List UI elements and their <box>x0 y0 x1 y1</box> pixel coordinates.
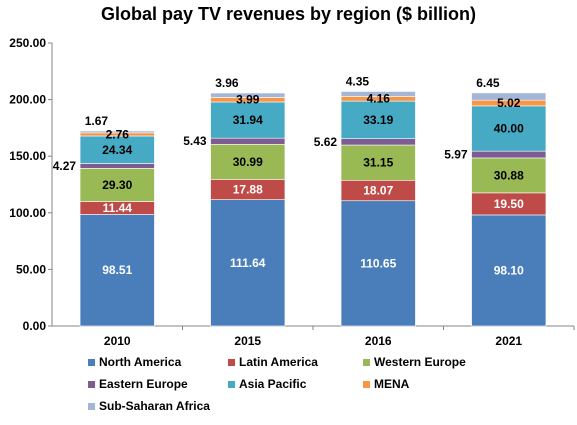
bar-segment <box>471 105 547 152</box>
data-label: 3.99 <box>236 93 260 107</box>
data-label: 98.10 <box>494 263 524 277</box>
data-label: 17.88 <box>233 183 263 197</box>
data-label: 11.44 <box>103 201 133 215</box>
data-label: 5.43 <box>183 134 207 148</box>
bar-segment <box>79 135 155 164</box>
bar-segment <box>210 199 286 327</box>
x-tick-label: 2010 <box>104 334 131 348</box>
data-label: 110.65 <box>360 256 396 270</box>
y-tick-label: 50.00 <box>16 262 46 276</box>
data-label: 4.16 <box>367 92 391 106</box>
data-label: 5.62 <box>314 135 338 149</box>
bar-segment <box>340 100 416 139</box>
data-label: 3.96 <box>215 76 239 90</box>
bar-segment <box>79 168 155 202</box>
data-label: 29.30 <box>102 178 132 192</box>
bar-segment <box>210 144 286 180</box>
data-label: 40.00 <box>494 122 524 136</box>
legend-swatch <box>88 381 95 388</box>
bar-segment <box>471 157 547 194</box>
bar-segment <box>471 214 547 327</box>
bar-segment <box>340 144 416 181</box>
legend-swatch <box>363 381 370 388</box>
legend-label: Eastern Europe <box>99 377 188 391</box>
data-label: 30.88 <box>494 168 524 182</box>
legend-swatch <box>228 381 235 388</box>
y-tick-label: 150.00 <box>9 149 46 163</box>
y-tick-label: 0.00 <box>23 319 47 333</box>
legend-swatch <box>88 403 95 410</box>
data-label: 2.76 <box>106 127 130 141</box>
data-label: 5.02 <box>497 96 521 110</box>
x-tick-label: 2015 <box>234 334 261 348</box>
bar-segment <box>471 150 547 159</box>
data-label: 4.35 <box>346 74 370 88</box>
x-tick-label: 2016 <box>365 334 392 348</box>
x-tick-label: 2021 <box>495 334 522 348</box>
data-label: 111.64 <box>230 256 266 270</box>
bar-segment <box>210 101 286 139</box>
chart-title: Global pay TV revenues by region ($ bill… <box>100 4 477 24</box>
bar-segment <box>79 163 155 169</box>
data-label: 31.15 <box>363 156 393 170</box>
bar-segment <box>79 130 155 134</box>
y-tick-label: 200.00 <box>9 93 46 107</box>
bar-segment <box>471 92 547 101</box>
y-tick-label: 100.00 <box>9 206 46 220</box>
data-label: 6.45 <box>476 76 500 90</box>
data-label: 4.27 <box>53 159 77 173</box>
bar-segment <box>210 92 286 98</box>
data-label: 5.97 <box>444 148 468 162</box>
data-label: 18.07 <box>363 184 393 198</box>
legend-swatch <box>363 359 370 366</box>
legend-swatch <box>228 359 235 366</box>
legend-label: Western Europe <box>374 355 466 369</box>
bar-segment <box>340 138 416 146</box>
data-label: 33.19 <box>363 113 393 127</box>
bar-segment <box>340 200 416 327</box>
data-label: 19.50 <box>494 197 524 211</box>
legend-label: Sub-Saharan Africa <box>99 399 210 413</box>
legend-label: MENA <box>374 377 410 391</box>
y-tick-label: 250.00 <box>9 36 46 50</box>
data-label: 24.34 <box>102 143 132 157</box>
legend-label: North America <box>99 355 182 369</box>
data-label: 31.94 <box>233 113 263 127</box>
legend-label: Asia Pacific <box>239 377 307 391</box>
data-label: 1.67 <box>85 114 109 128</box>
data-label: 98.51 <box>102 263 132 277</box>
legend-label: Latin America <box>239 355 318 369</box>
data-label: 30.99 <box>233 155 263 169</box>
bar-segment <box>210 137 286 145</box>
bar-segment <box>340 91 416 97</box>
legend-swatch <box>88 359 95 366</box>
